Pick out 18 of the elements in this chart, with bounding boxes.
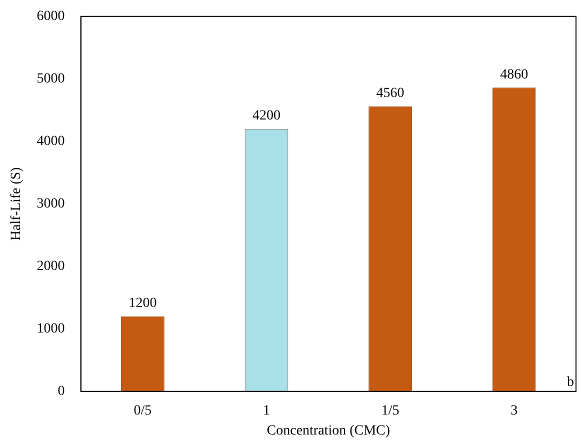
y-tick-label: 1000 (36, 322, 65, 337)
data-label: 4860 (500, 67, 528, 82)
y-tick-label: 4000 (36, 134, 65, 150)
y-tick-label: 3000 (36, 196, 65, 212)
x-tick-label: 0/5 (134, 403, 152, 418)
data-label: 1200 (128, 296, 157, 312)
annotation: b (567, 375, 574, 390)
x-tick-label: 3 (510, 403, 518, 418)
y-tick-label: 5000 (36, 72, 65, 87)
x-axis-title: Concentration (CMC) (266, 423, 390, 438)
y-tick-label: 6000 (36, 9, 65, 24)
y-tick-label: 2000 (36, 259, 65, 274)
x-tick-label: 1 (263, 403, 270, 418)
data-label: 4200 (252, 108, 280, 124)
y-axis-title: Half-Life (S) (9, 166, 24, 241)
x-tick-label: 1/5 (381, 403, 400, 418)
data-label: 4560 (376, 86, 404, 102)
y-tick-label: 0 (58, 384, 65, 400)
